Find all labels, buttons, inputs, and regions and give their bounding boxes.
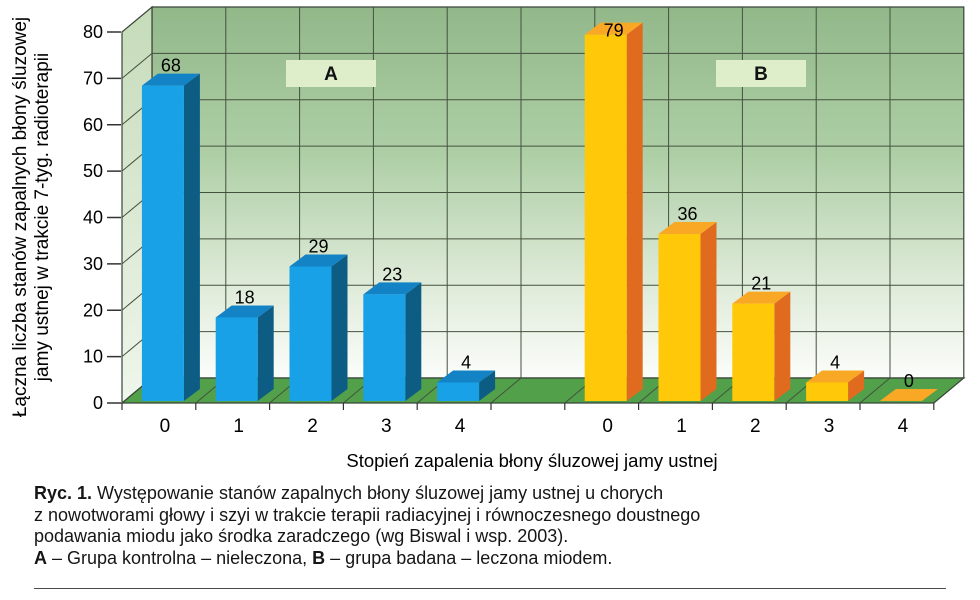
plot-area: 0102030405060708068018129223344790361212… [83,5,966,437]
y-tick-label: 30 [83,254,103,274]
bar [141,85,184,402]
bar [363,294,406,401]
legend-text-a: – Grupa kontrolna – nieleczona, [47,547,313,568]
bar [437,382,480,401]
x-tick-label: 1 [676,416,687,437]
bar-top-face [732,291,791,304]
bar-value-label: 23 [382,264,402,284]
series-label: A [324,64,338,85]
bar-side-face [257,305,274,401]
bottom-rule [34,588,946,589]
y-tick-label: 50 [83,161,103,181]
legend-text-b: – grupa badana – leczona miodem. [325,547,613,568]
bar-side-face [183,73,200,402]
bar-value-label: 0 [904,371,914,391]
y-tick-label: 80 [83,22,103,42]
y-axis-title-line1: Łączna liczba stanów zapalnych błony ślu… [10,17,31,417]
bar-side-face [405,282,422,401]
x-tick-label: 4 [455,416,466,437]
bar-value-label: 79 [604,21,624,41]
bar-value-label: 21 [751,274,771,294]
series-label-box [286,60,376,87]
bar-side-face [774,291,791,401]
bar-top-face [363,282,422,295]
x-tick-label: 0 [160,416,171,437]
bar-zero [879,389,938,401]
x-tick-label: 4 [898,416,909,437]
legend-key-b: B [312,547,326,568]
y-tick-label: 70 [83,68,103,88]
bar-value-label: 36 [677,204,697,224]
series-label: B [754,64,768,85]
floor-gridline [490,377,522,404]
figure-caption: Ryc. 1. Występowanie stanów zapalnych bł… [34,483,946,569]
bar-value-label: 18 [235,288,255,308]
x-tick-label: 3 [824,416,835,437]
bar-side-face [626,22,643,401]
x-axis-title: Stopień zapalenia błony śluzowej jamy us… [346,450,717,471]
caption-text-1: Występowanie stanów zapalnych błony śluz… [92,483,664,503]
caption-line-1: Ryc. 1. Występowanie stanów zapalnych bł… [34,483,946,505]
legend-key-a: A [34,547,47,568]
bar-top-face [658,222,717,235]
y-axis-title-line2: jamy ustnej w trakcie 7-tyg. radioterapi… [32,53,53,382]
bar-value-label: 4 [461,352,471,372]
bar-chart-3d: 0102030405060708068018129223344790361212… [10,5,966,471]
bar [584,34,627,401]
caption-legend: A – Grupa kontrolna – nieleczona, B – gr… [34,548,946,570]
y-tick-label: 20 [83,300,103,320]
x-tick-label: 1 [233,416,244,437]
x-tick-label: 2 [307,416,318,437]
bar-side-face [331,254,348,401]
y-tick-label: 40 [83,208,103,228]
bar-side-face [700,222,717,401]
bar-value-label: 4 [830,352,840,372]
bar-side-face [848,370,865,401]
x-tick-label: 3 [381,416,392,437]
bar-top-face [584,22,643,35]
figure-number: Ryc. 1. [34,483,93,503]
bar-top-face [215,305,274,318]
bar [732,303,775,401]
floor-gridline [859,377,891,404]
bar-top-face [437,370,496,383]
y-tick-label: 60 [83,115,103,135]
x-tick-label: 2 [750,416,761,437]
bar-side-face [479,370,496,401]
bar [215,317,258,401]
y-tick-label: 10 [83,347,103,367]
y-tick-label: 0 [93,393,103,413]
bar-value-label: 68 [161,56,181,76]
bar-top-face [289,254,348,267]
bar [289,266,332,401]
bar-value-label: 29 [308,237,328,257]
caption-line-2: z nowotworami głowy i szyi w trakcie ter… [34,504,701,525]
bar-top-face [141,73,200,86]
bar-top-face [806,370,865,383]
series-label-box [716,60,806,87]
caption-line-3: podawania miodu jako środka zaradczego (… [34,526,569,546]
bar [658,234,701,401]
h-gridline-wall [121,52,153,79]
x-tick-label: 0 [602,416,613,437]
bar [806,382,849,401]
